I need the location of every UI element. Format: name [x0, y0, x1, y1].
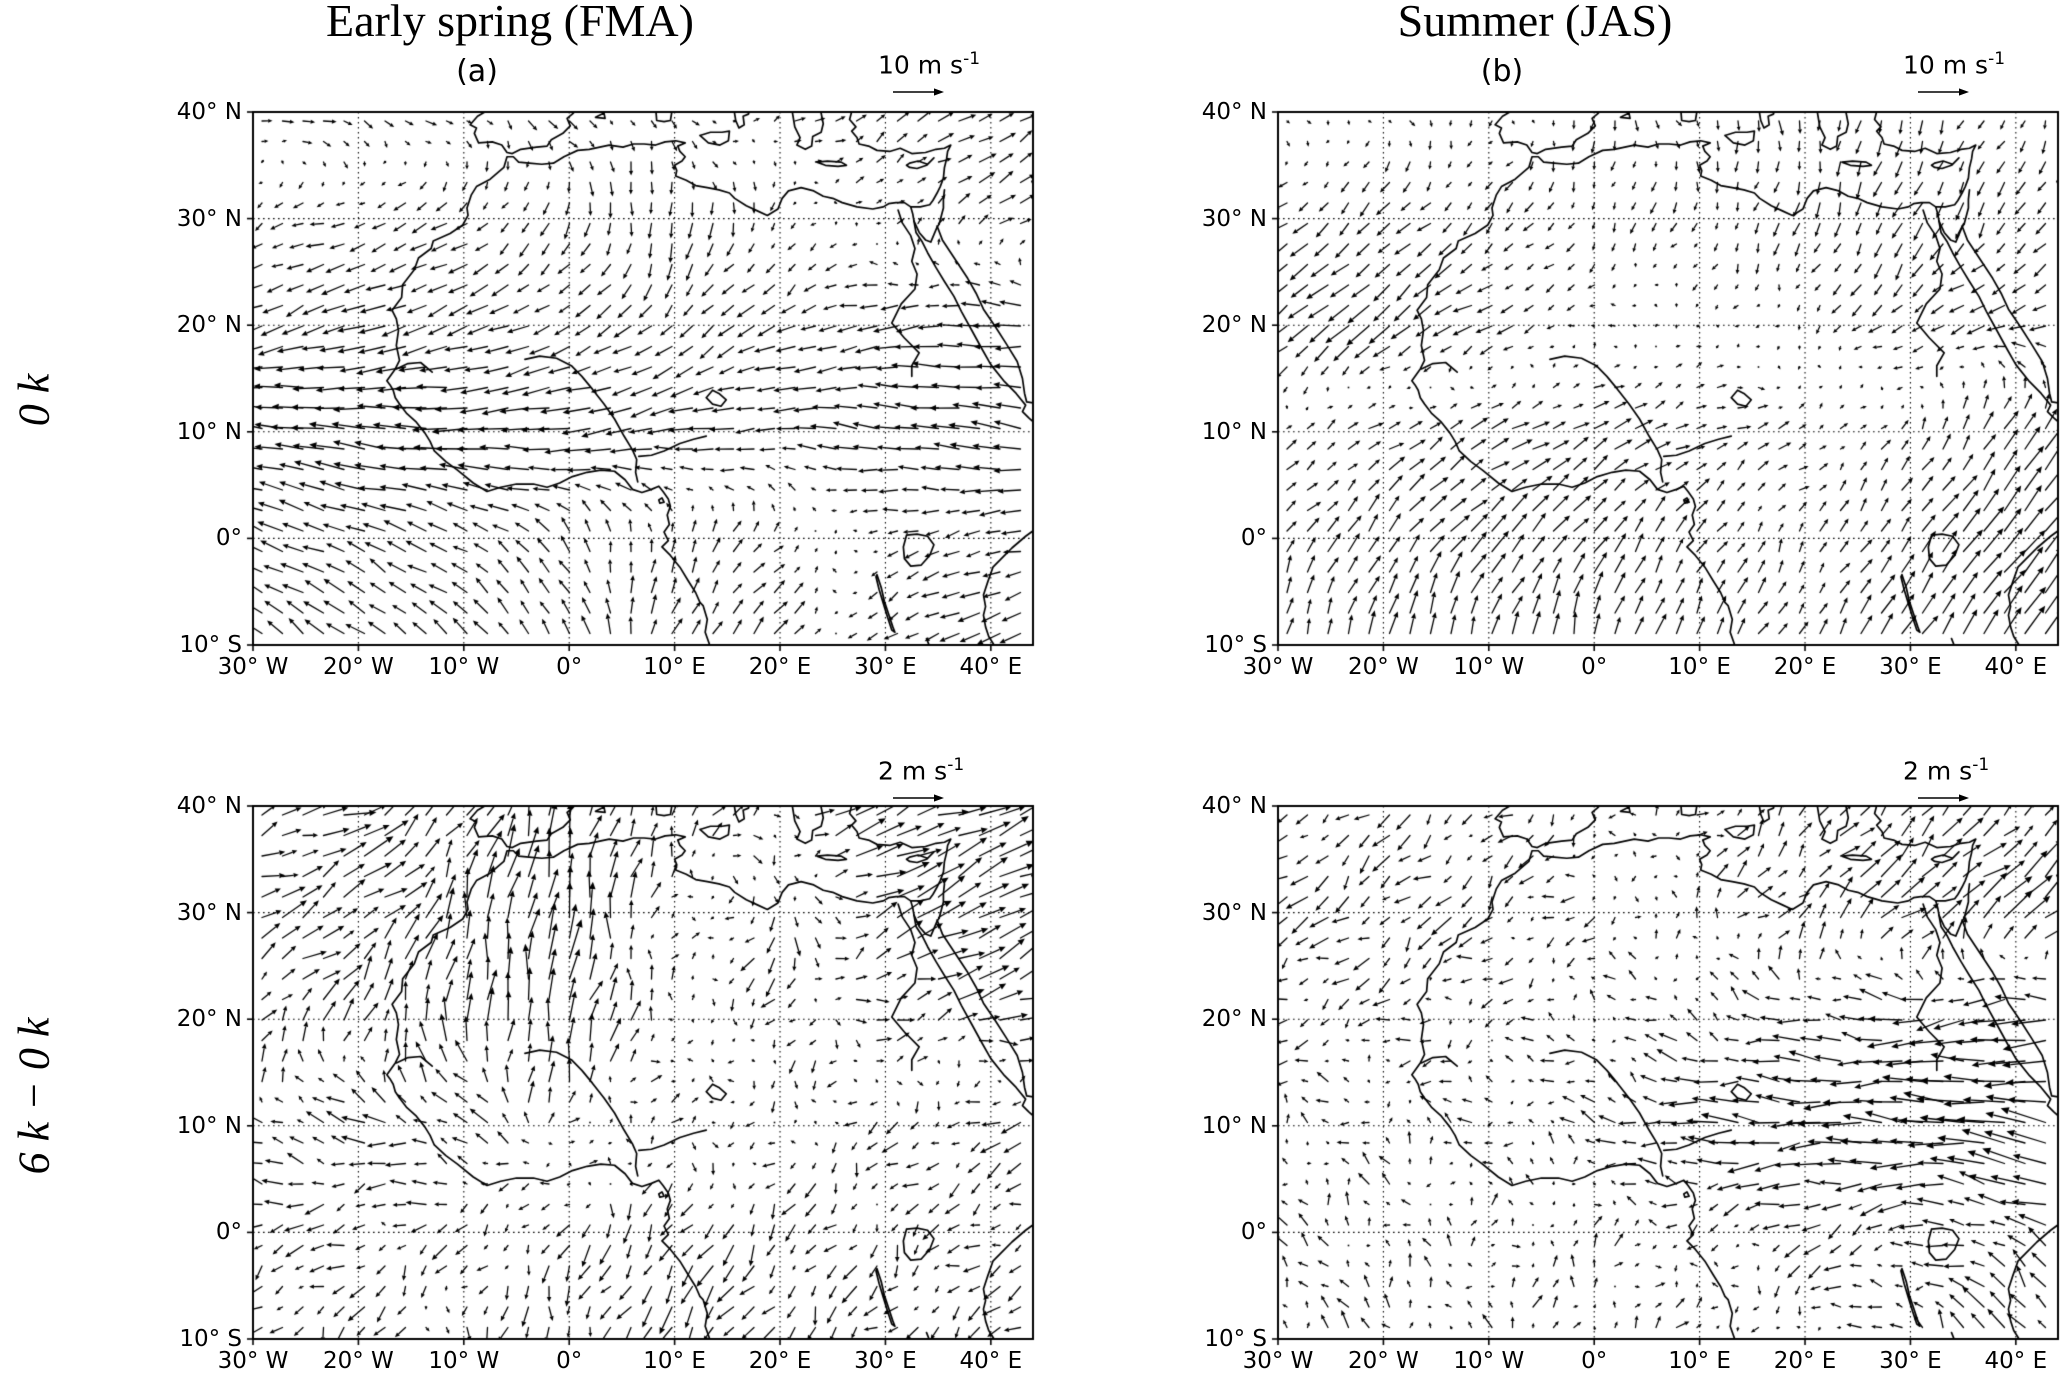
lat-tick-label: 10° N	[176, 418, 242, 445]
lon-tick-label: 40° E	[959, 1348, 1023, 1374]
lat-tick-label: 0°	[215, 525, 242, 552]
lon-tick-label: 20° E	[1773, 1348, 1837, 1374]
reference-scale-text: 10 m s	[878, 50, 964, 80]
lat-tick-label: 10° S	[179, 632, 242, 658]
reference-scale-exponent: -1	[963, 49, 981, 69]
quiver-canvas-b	[1264, 98, 2067, 659]
lon-tick-label: 30° E	[1879, 654, 1942, 680]
lon-tick-label: 10° W	[428, 654, 500, 680]
quiver-canvas-c	[239, 792, 1047, 1353]
lat-tick-label: 10° S	[1204, 1326, 1267, 1352]
lon-tick-label: 20° E	[748, 654, 812, 680]
quiver-map-panel-a: 30° W 20° W 10° W 0° 10° E 20° E 30° E 40° E 40°…	[177, 98, 1047, 680]
reference-arrow-icon	[1918, 88, 1969, 96]
lon-tick-label: 0°	[1581, 654, 1608, 680]
quiver-canvas-a	[239, 98, 1047, 659]
reference-scale-row2-col1: 2 m s-1	[878, 752, 964, 804]
lon-tick-label: 0°	[556, 654, 583, 680]
lon-tick-label: 30° W	[1242, 654, 1314, 680]
column-title-early-spring: Early spring (FMA)	[326, 0, 694, 46]
lon-tick-label: 40° E	[1984, 1348, 2048, 1374]
lat-tick-label: 30° N	[176, 205, 242, 232]
lon-tick-label: 30° E	[854, 1348, 917, 1374]
reference-scale-exponent: -1	[1988, 49, 2006, 69]
lat-tick-label: 40° N	[1201, 793, 1267, 819]
lon-tick-label: 10° E	[1668, 654, 1731, 680]
lat-tick-label: 20° N	[1201, 1006, 1267, 1033]
lon-tick-label: 10° W	[1453, 1348, 1525, 1374]
panel-label-a: (a)	[456, 54, 498, 89]
reference-scale-row1-col2: 10 m s-1	[1903, 46, 2005, 98]
lat-tick-label: 10° N	[1201, 418, 1267, 445]
quiver-canvas-d	[1264, 792, 2067, 1353]
row-label-6k-minus-0k: 6 k − 0 k	[9, 1017, 59, 1175]
lon-tick-label: 20° W	[1347, 654, 1419, 680]
lat-tick-label: 10° N	[1201, 1112, 1267, 1139]
reference-scale-text: 2 m s	[1903, 756, 1973, 786]
lon-tick-label: 20° E	[748, 1348, 812, 1374]
lat-tick-label: 10° N	[176, 1112, 242, 1139]
lon-tick-label: 30° E	[1879, 1348, 1942, 1374]
lat-tick-label: 0°	[1240, 1219, 1267, 1246]
lat-tick-label: 10° S	[179, 1326, 242, 1352]
lon-tick-label: 20° E	[1773, 654, 1837, 680]
lat-tick-label: 20° N	[176, 312, 242, 339]
lat-tick-label: 40° N	[1201, 99, 1267, 125]
lon-tick-label: 10° E	[643, 1348, 706, 1374]
quiver-map-panel-c: 30° W 20° W 10° W 0° 10° E 20° E 30° E 40° E 40°…	[177, 792, 1047, 1374]
lon-tick-label: 0°	[556, 1348, 583, 1374]
row-label-0k: 0 k	[9, 373, 59, 427]
lat-tick-label: 30° N	[1201, 899, 1267, 926]
lat-tick-label: 40° N	[176, 99, 242, 125]
lon-tick-label: 0°	[1581, 1348, 1608, 1374]
reference-arrow-icon	[893, 88, 944, 96]
lon-tick-label: 20° W	[1347, 1348, 1419, 1374]
lon-tick-label: 30° W	[217, 654, 289, 680]
quiver-map-panel-b: 30° W 20° W 10° W 0° 10° E 20° E 30° E 40° E 40°…	[1202, 98, 2067, 680]
lon-tick-label: 10° E	[1668, 1348, 1731, 1374]
lon-tick-label: 30° E	[854, 654, 917, 680]
lat-tick-label: 10° S	[1204, 632, 1267, 658]
lon-tick-label: 30° W	[217, 1348, 289, 1374]
reference-scale-exponent: -1	[1972, 755, 1990, 775]
quiver-map-panel-d: 30° W 20° W 10° W 0° 10° E 20° E 30° E 40° E 40°…	[1202, 792, 2067, 1374]
lon-tick-label: 40° E	[1984, 654, 2048, 680]
lon-tick-label: 30° W	[1242, 1348, 1314, 1374]
lat-tick-label: 30° N	[176, 899, 242, 926]
lat-tick-label: 0°	[215, 1219, 242, 1246]
panel-label-b: (b)	[1480, 54, 1524, 89]
lon-tick-label: 40° E	[959, 654, 1023, 680]
lat-tick-label: 40° N	[176, 793, 242, 819]
lat-tick-label: 20° N	[176, 1006, 242, 1033]
lon-tick-label: 20° W	[322, 1348, 394, 1374]
reference-scale-exponent: -1	[947, 755, 965, 775]
lon-tick-label: 10° E	[643, 654, 706, 680]
lat-tick-label: 20° N	[1201, 312, 1267, 339]
lat-tick-label: 30° N	[1201, 205, 1267, 232]
lon-tick-label: 20° W	[322, 654, 394, 680]
reference-scale-row1-col1: 10 m s-1	[878, 46, 980, 98]
reference-scale-text: 2 m s	[878, 756, 948, 786]
reference-scale-text: 10 m s	[1903, 50, 1989, 80]
lon-tick-label: 10° W	[428, 1348, 500, 1374]
lon-tick-label: 10° W	[1453, 654, 1525, 680]
column-title-summer: Summer (JAS)	[1397, 0, 1673, 46]
lat-tick-label: 0°	[1240, 525, 1267, 552]
